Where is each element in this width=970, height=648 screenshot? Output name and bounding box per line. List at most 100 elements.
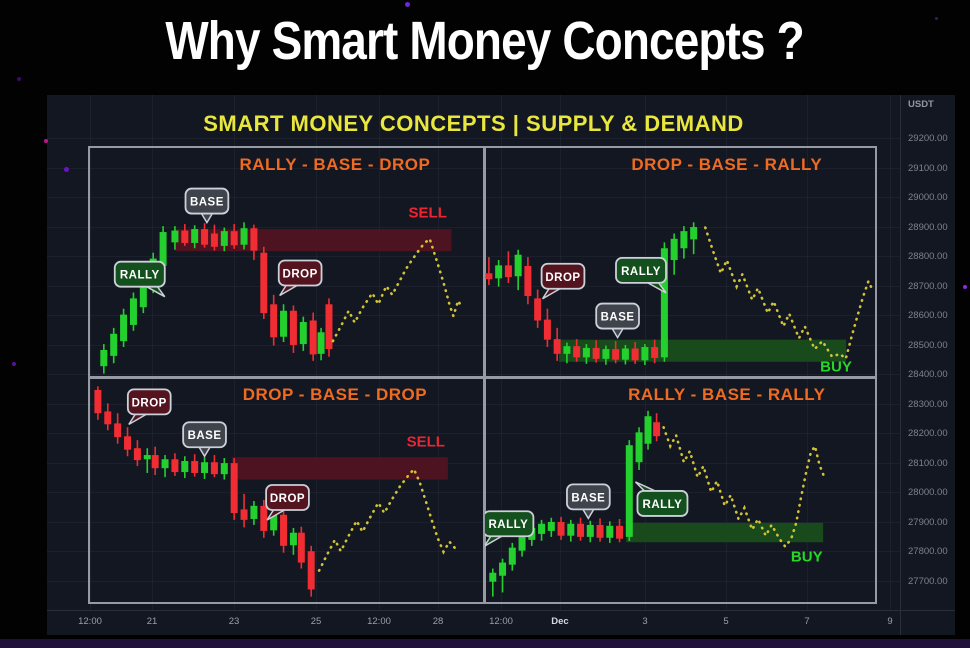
candle: [553, 339, 561, 354]
candle: [602, 349, 610, 359]
drop-bubble: [540, 262, 586, 290]
page-title: Why Smart Money Concepts ?: [165, 11, 805, 71]
candle: [631, 348, 639, 361]
candle: [100, 349, 108, 367]
candle: [270, 304, 278, 338]
price-tick: 28600.00: [908, 310, 948, 322]
candle: [567, 523, 575, 536]
time-tick: 21: [146, 616, 158, 627]
price-tick: 29200.00: [908, 133, 948, 144]
panel-drop-base-drop: DROP BASE DROP DROP - BASE - DROP SELL: [94, 385, 456, 597]
time-tick: 3: [642, 616, 648, 627]
candle: [280, 514, 288, 546]
candle: [129, 298, 137, 325]
panel-title: DROP - BASE - DROP: [243, 385, 427, 404]
candle: [110, 333, 118, 356]
candle: [151, 455, 159, 469]
candle: [317, 332, 325, 354]
decor-dot: [963, 285, 967, 289]
bubble-label: BASE: [188, 430, 222, 442]
candle: [514, 254, 522, 277]
rally-bubble: [636, 490, 689, 517]
candle: [616, 525, 624, 539]
candle: [543, 319, 551, 340]
decor-dot: [935, 17, 938, 20]
price-tick: 28300.00: [908, 398, 948, 410]
price-tick: 29100.00: [908, 162, 948, 174]
candle: [582, 347, 590, 358]
candle: [230, 463, 238, 513]
candle: [690, 227, 698, 240]
candle: [191, 229, 199, 243]
candle: [586, 524, 594, 537]
drop-bubble: [265, 484, 310, 511]
signal-label: BUY: [820, 359, 852, 376]
dotted-path: [331, 236, 464, 343]
time-tick: 28: [432, 616, 444, 627]
quadrant-grid-horizontal-divider: [88, 376, 877, 379]
candle: [653, 422, 661, 437]
rally-bubble: [113, 260, 166, 288]
candle: [299, 321, 307, 345]
time-tick: 7: [804, 616, 810, 627]
candle: [114, 423, 122, 438]
candle: [641, 347, 649, 361]
candle: [309, 320, 317, 355]
chart-header: SMART MONEY CONCEPTS | SUPPLY & DEMAND: [203, 111, 744, 136]
quadrant-grid-vertical-divider: [483, 146, 486, 604]
candle: [124, 436, 132, 450]
bubble-label: RALLY: [120, 270, 160, 282]
dotted-path: [704, 226, 874, 362]
time-tick: 12:00: [489, 616, 513, 627]
currency-label: USDT: [908, 99, 934, 110]
price-tick: 27900.00: [908, 516, 948, 528]
decor-dot: [44, 139, 48, 143]
price-tick: 27800.00: [908, 546, 948, 558]
candle: [518, 536, 526, 551]
price-tick: 28200.00: [908, 428, 948, 440]
bubble-label: DROP: [283, 269, 318, 281]
candle: [240, 228, 248, 245]
candle: [181, 461, 189, 473]
panel-drop-base-rally: DROP BASE RALLY DROP - BASE - RALLY BUY: [485, 155, 874, 376]
dotted-path: [317, 466, 456, 572]
panel-rally-base-rally: RALLY BASE RALLY RALLY - BASE - RALLY BUY: [485, 385, 826, 597]
candle: [563, 346, 571, 354]
time-tick: 12:00: [367, 616, 391, 627]
candle: [660, 248, 668, 358]
price-tick: 28700.00: [908, 280, 948, 292]
price-tick: 28900.00: [908, 221, 948, 233]
candle: [133, 448, 141, 461]
candle: [297, 532, 305, 563]
bottom-strip: [0, 639, 970, 648]
candle: [210, 462, 218, 475]
base-bubble: [566, 483, 611, 511]
candle: [139, 279, 147, 308]
signal-label: SELL: [407, 434, 445, 451]
candle: [499, 562, 507, 576]
demand-zone: [626, 522, 824, 543]
bubble-label: BASE: [190, 197, 224, 209]
candle: [651, 347, 659, 358]
candle: [680, 231, 688, 249]
candle: [489, 572, 497, 582]
candle: [220, 231, 228, 246]
candle: [260, 505, 268, 531]
base-bubble: [184, 187, 230, 215]
candle: [289, 532, 297, 546]
candle: [621, 348, 629, 360]
candle: [159, 232, 167, 266]
candle: [260, 252, 268, 314]
candle: [508, 547, 516, 565]
candle: [191, 461, 199, 473]
panel-title: RALLY - BASE - RALLY: [628, 385, 826, 404]
time-tick: 12:00: [78, 616, 102, 627]
bubble-label: DROP: [545, 272, 580, 284]
drop-bubble: [126, 388, 172, 416]
candle: [547, 521, 555, 531]
candle: [201, 229, 209, 245]
candle: [120, 314, 128, 342]
price-axis-separator: [900, 95, 901, 635]
decor-dot: [405, 2, 410, 7]
price-tick: 27700.00: [908, 575, 948, 587]
